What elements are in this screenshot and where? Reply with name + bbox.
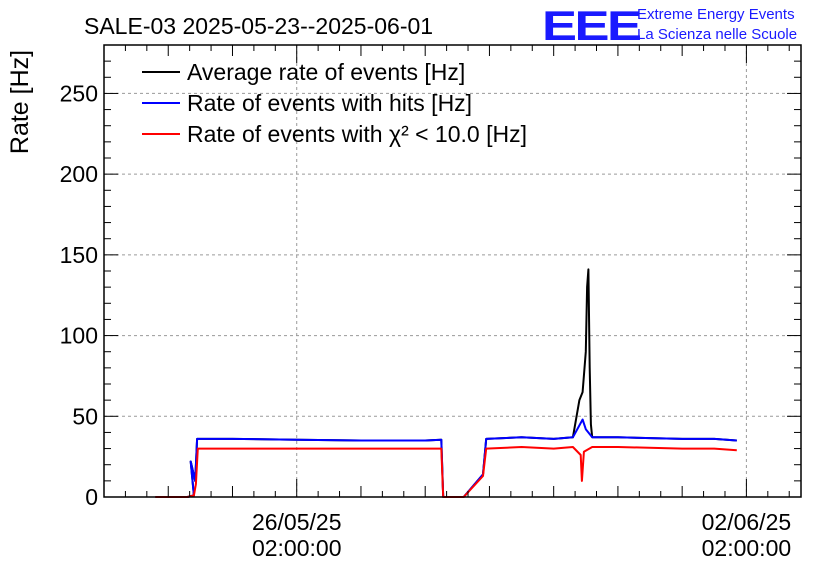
x-tick-label-date: 02/06/25: [702, 509, 792, 535]
logo-line-1: Extreme Energy Events: [637, 6, 795, 23]
eee-logo: EEE: [542, 3, 640, 50]
legend-label-2: Rate of events with χ² < 10.0 [Hz]: [187, 121, 527, 147]
legend: Average rate of events [Hz] Rate of event…: [142, 59, 527, 147]
x-tick-label-time: 02:00:00: [702, 535, 792, 561]
chart-title: SALE-03 2025-05-23--2025-06-01: [84, 13, 433, 39]
series-line-2: [155, 446, 737, 498]
grid-lines: [104, 45, 801, 497]
y-axis-label: Rate [Hz]: [6, 50, 34, 154]
y-tick-label: 200: [60, 161, 98, 187]
y-tick-label: 50: [72, 403, 98, 429]
y-tick-label: 150: [60, 242, 98, 268]
y-tick-label: 0: [85, 484, 98, 510]
x-tick-label-date: 26/05/25: [252, 509, 342, 535]
series-line-1: [155, 418, 737, 498]
series-layer: [155, 268, 737, 498]
x-tick-label-time: 02:00:00: [252, 535, 342, 561]
axes: 05010015020025026/05/2502:00:0002/06/250…: [60, 44, 802, 561]
y-tick-label: 250: [60, 80, 98, 106]
legend-label-0: Average rate of events [Hz]: [187, 59, 465, 85]
y-tick-label: 100: [60, 323, 98, 349]
legend-label-1: Rate of events with hits [Hz]: [187, 90, 472, 116]
logo-line-2: La Scienza nelle Scuole: [637, 26, 797, 43]
series-line-0: [155, 268, 737, 498]
